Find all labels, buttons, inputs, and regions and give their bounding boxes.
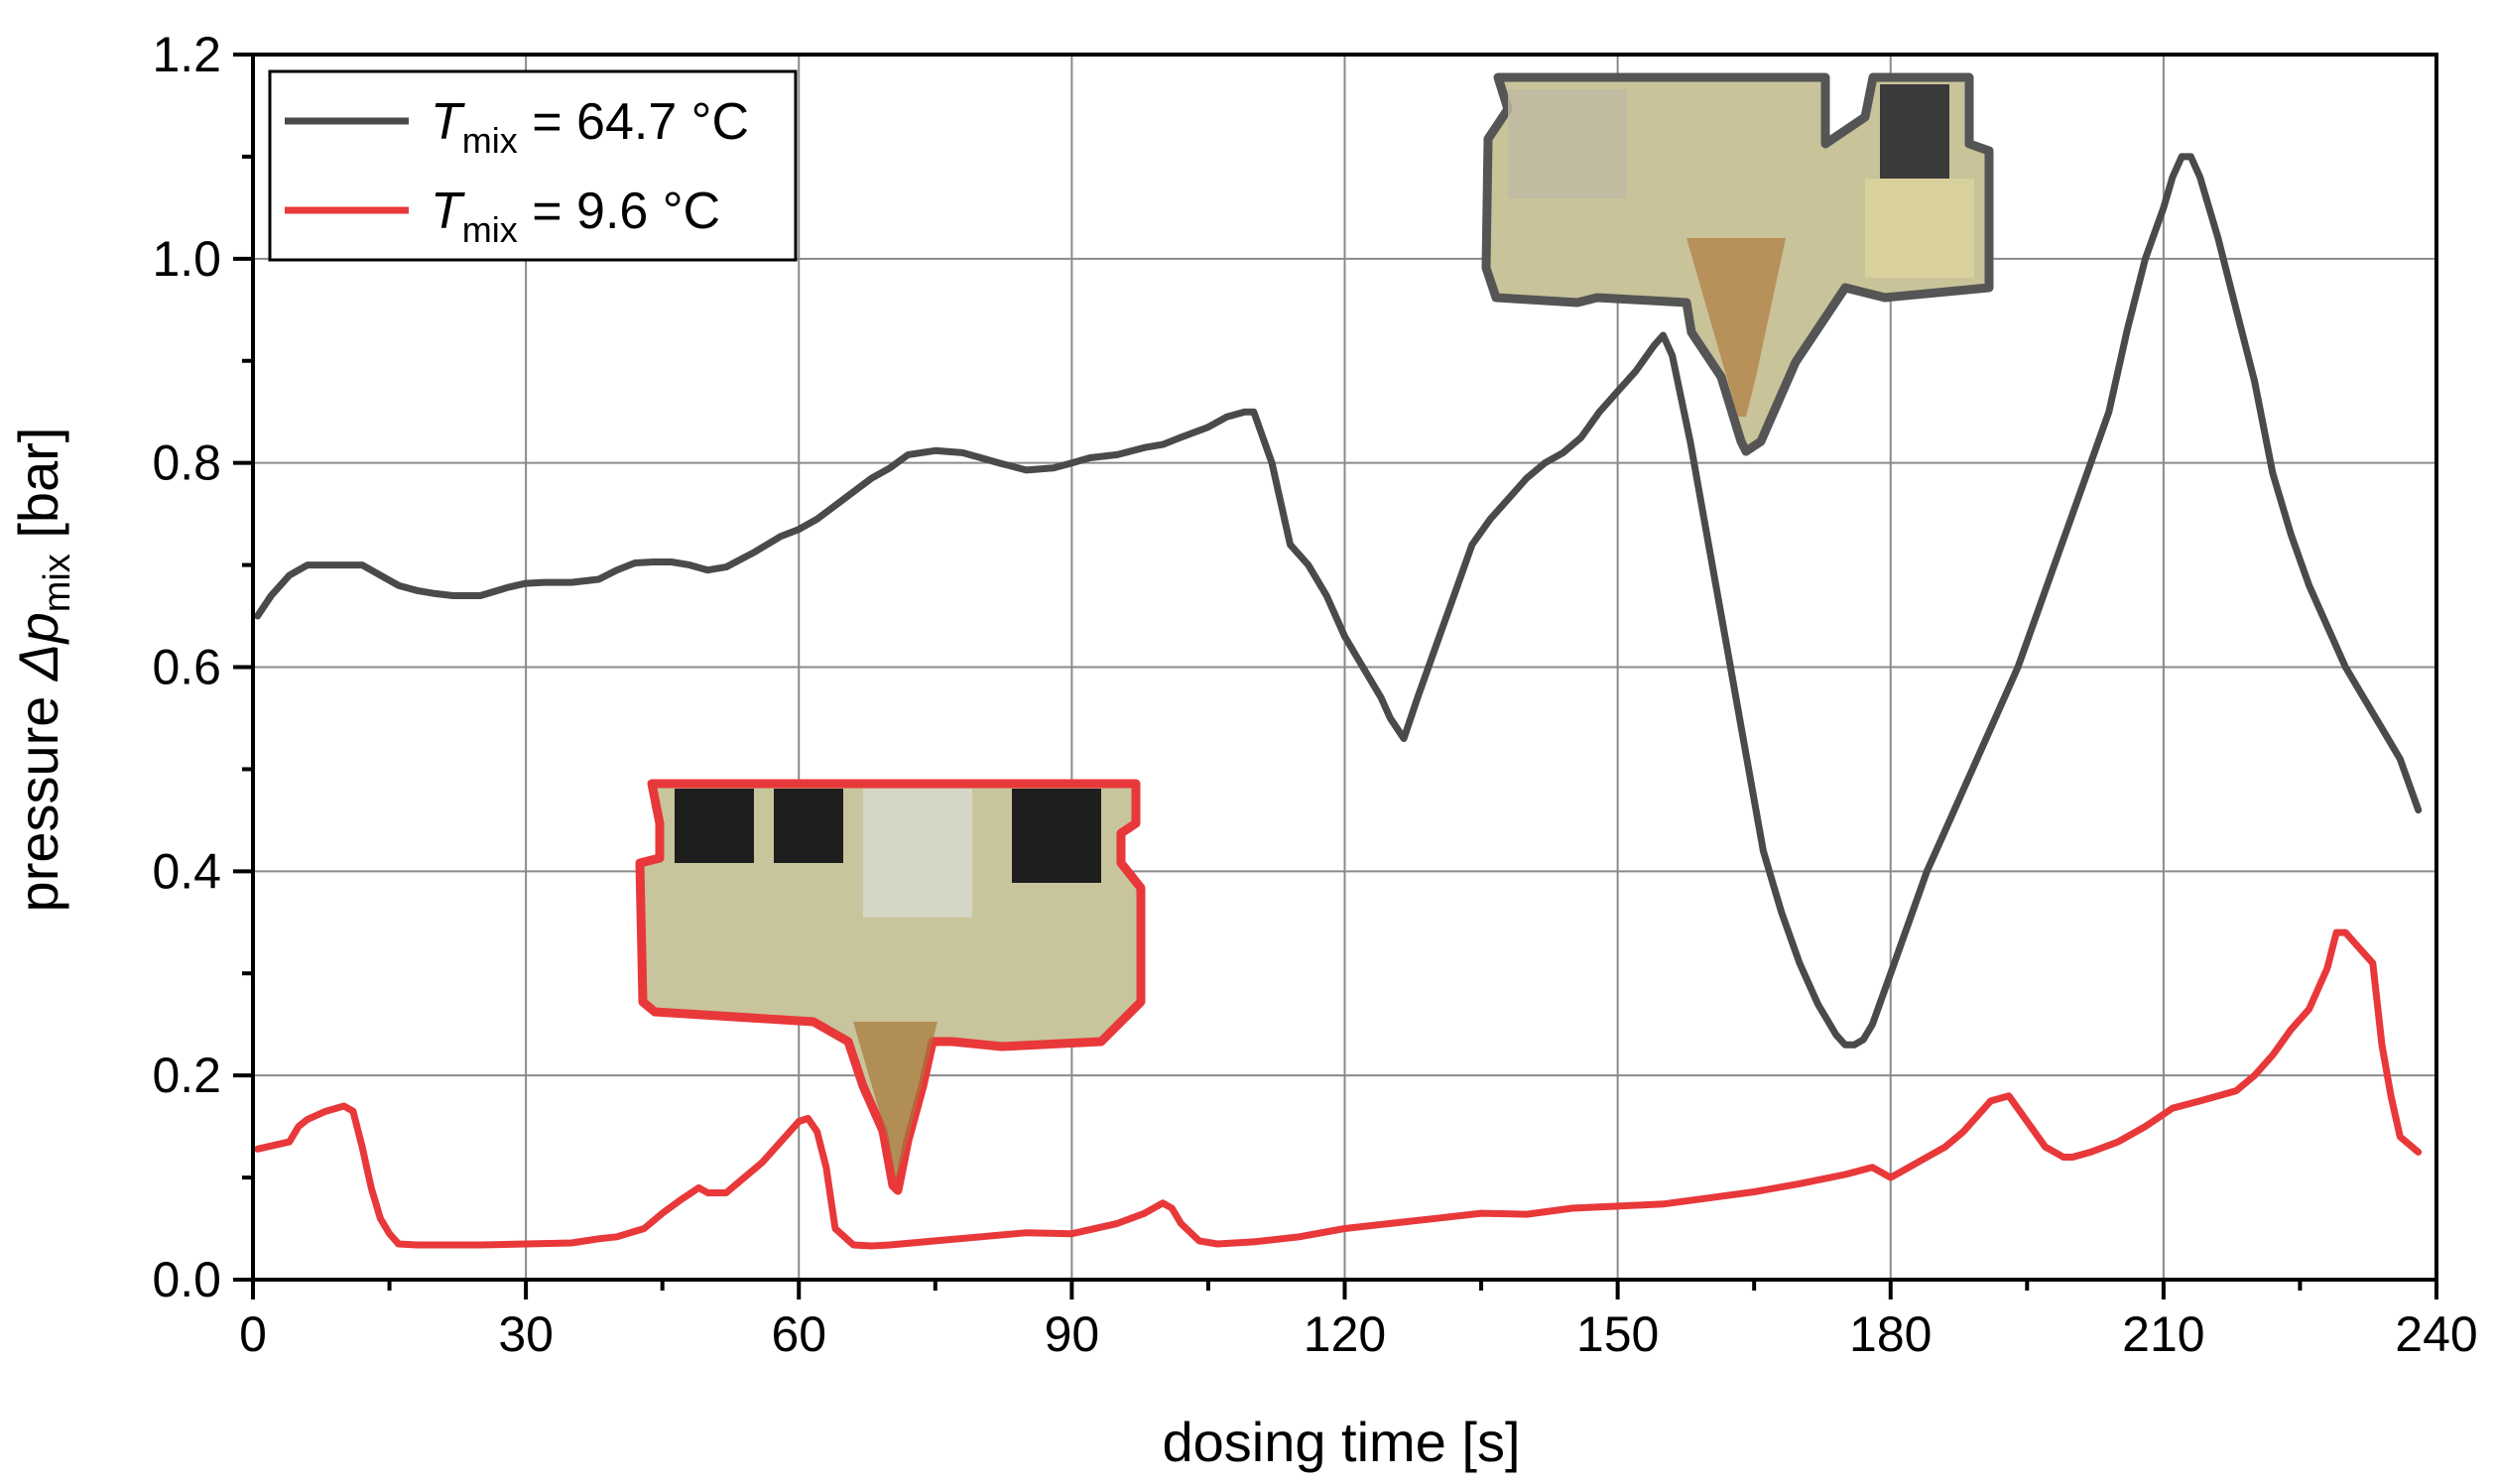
y-axis-label: pressure Δpmix [bar]: [7, 428, 78, 913]
nozzle-photo-top-window: [1865, 179, 1974, 278]
y-tick-label: 0.4: [152, 843, 221, 899]
ticks: 0 30 60 90 120 150 180 210 240 0.0 0.2 0.4 0.6 0.8 1.0…: [152, 27, 2477, 1362]
series-line-1: [254, 153, 2423, 1049]
x-tick-label: 180: [1849, 1306, 1932, 1362]
y-axis-label-unit: [bar]: [7, 428, 69, 555]
x-tick-label: 240: [2395, 1306, 2477, 1362]
x-tick-label: 210: [2122, 1306, 2204, 1362]
y-tick-label: 0.6: [152, 640, 221, 695]
series-layer: [254, 153, 2423, 1250]
legend-entry: Tmix = 64.7 °C: [431, 93, 749, 161]
x-tick-label: 0: [239, 1306, 267, 1362]
nozzle-photo-top: [1481, 72, 1994, 456]
nozzle-photo-bottom-fitting-1: [675, 789, 754, 863]
nozzle-photo-bottom-fitting-3: [1012, 789, 1101, 883]
legend-box: [268, 69, 798, 262]
x-tick-label: 30: [498, 1306, 554, 1362]
x-tick-label: 90: [1045, 1306, 1100, 1362]
nozzle-photo-bottom-fitting-2: [774, 789, 843, 863]
nozzle-photo-top-fitting-right: [1880, 84, 1949, 179]
x-tick-label: 150: [1576, 1306, 1659, 1362]
x-tick-label: 60: [771, 1306, 826, 1362]
y-tick-label: 0.8: [152, 435, 221, 491]
nozzle-photo-bottom-outline: [635, 779, 1146, 1195]
series-line-2: [254, 928, 2423, 1250]
y-tick-label: 1.2: [152, 27, 221, 82]
nozzle-photo-bottom: [635, 779, 1146, 1195]
nozzle-photo-top-fitting-left: [1508, 89, 1627, 198]
y-tick-label: 0.2: [152, 1048, 221, 1103]
x-tick-label: 120: [1304, 1306, 1386, 1362]
x-axis-label: dosing time [s]: [1162, 1411, 1520, 1473]
nozzle-photo-bottom-cone: [853, 1022, 937, 1180]
y-axis-label-prefix: pressure: [7, 680, 69, 912]
legend: Tmix = 64.7 °C Tmix = 9.6 °C: [268, 69, 798, 262]
legend-entry: Tmix = 9.6 °C: [431, 183, 720, 250]
y-tick-label: 0.0: [152, 1252, 221, 1307]
nozzle-photo-top-cone: [1686, 238, 1786, 417]
y-axis-label-symbol: Δp: [7, 612, 69, 682]
y-tick-label: 1.0: [152, 231, 221, 287]
y-axis-label-subscript: mix: [37, 554, 78, 612]
nozzle-photo-bottom-tube: [863, 789, 972, 918]
